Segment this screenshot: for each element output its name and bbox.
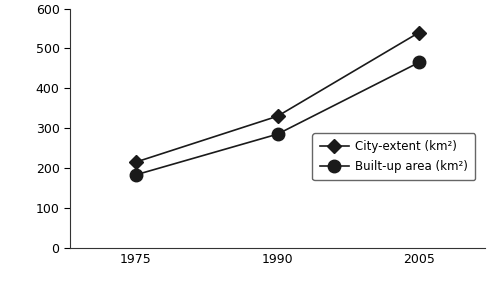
Built-up area (km²) xyxy=(133,173,139,177)
City-extent (km²) xyxy=(274,114,280,118)
Legend: City-extent (km²), Built-up area (km²): City-extent (km²), Built-up area (km²) xyxy=(312,133,475,181)
City-extent (km²) xyxy=(416,31,422,34)
Line: Built-up area (km²): Built-up area (km²) xyxy=(130,56,425,181)
City-extent (km²) xyxy=(133,160,139,164)
Built-up area (km²) xyxy=(416,61,422,64)
Built-up area (km²) xyxy=(274,132,280,136)
Line: City-extent (km²): City-extent (km²) xyxy=(131,28,424,167)
